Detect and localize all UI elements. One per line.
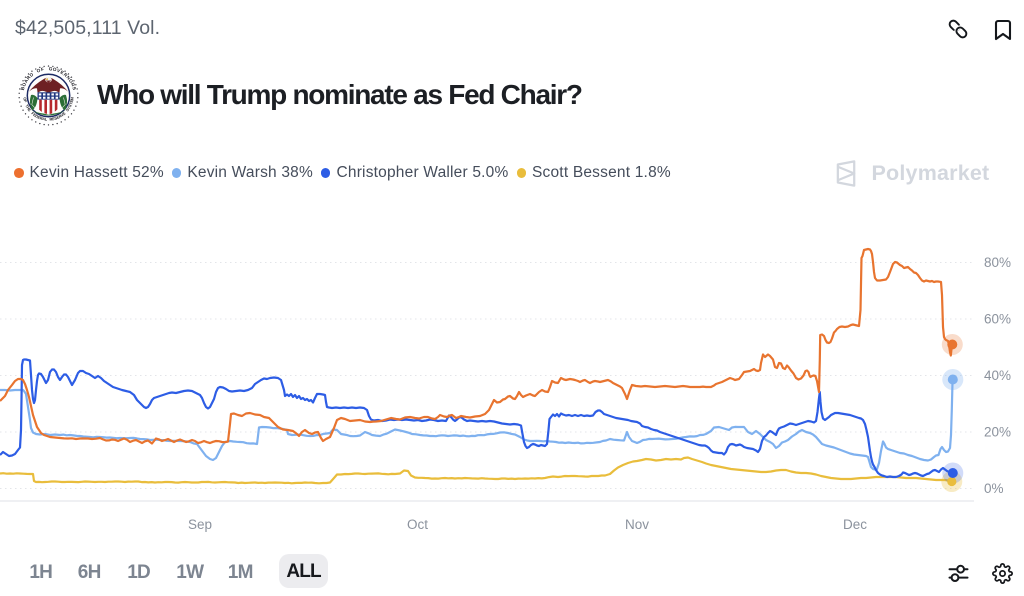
svg-text:V: V	[56, 68, 62, 74]
svg-text:E: E	[69, 99, 75, 103]
svg-text:B: B	[20, 86, 26, 91]
svg-text:H: H	[25, 105, 31, 110]
svg-text:L: L	[45, 116, 48, 121]
svg-text:Oct: Oct	[407, 517, 428, 532]
svg-text:S: S	[54, 115, 58, 121]
svg-text:E: E	[32, 112, 37, 118]
svg-text:N: N	[65, 75, 71, 81]
svg-text:R: R	[49, 116, 52, 121]
svg-text:A: A	[23, 78, 29, 84]
svg-text:S: S	[67, 103, 73, 108]
svg-text:D: D	[34, 113, 39, 119]
svg-text:E: E	[60, 70, 65, 76]
svg-text:20%: 20%	[984, 425, 1011, 440]
svg-text:40%: 40%	[984, 368, 1011, 383]
svg-text:E: E	[52, 116, 56, 122]
svg-text:E: E	[37, 114, 42, 120]
svg-text:T: T	[68, 101, 74, 106]
svg-text:E: E	[61, 110, 67, 116]
svg-text:Y: Y	[66, 105, 72, 110]
svg-text:E: E	[27, 107, 33, 112]
svg-text:O: O	[21, 82, 27, 88]
svg-text:80%: 80%	[984, 255, 1011, 270]
svg-text:Sep: Sep	[188, 517, 212, 532]
svg-text:Dec: Dec	[843, 517, 867, 532]
svg-text:O: O	[68, 78, 74, 84]
svg-text:R: R	[70, 82, 76, 88]
svg-text:F: F	[30, 111, 36, 117]
svg-text:O: O	[22, 97, 27, 101]
svg-text:60%: 60%	[984, 312, 1011, 327]
svg-text:M: M	[69, 97, 74, 101]
svg-text:S: S	[65, 107, 71, 112]
svg-text:F: F	[23, 99, 29, 103]
svg-text:R: R	[39, 115, 43, 121]
svg-text:R: R	[63, 72, 69, 78]
svg-text:O: O	[52, 67, 57, 73]
svg-text:E: E	[56, 114, 61, 120]
svg-text:R: R	[58, 113, 63, 119]
svg-text:D: D	[29, 72, 35, 78]
svg-text:T: T	[24, 104, 30, 109]
svg-text:R: R	[26, 74, 32, 80]
svg-text:S: S	[71, 86, 77, 90]
svg-text:Nov: Nov	[625, 517, 649, 532]
svg-text:A: A	[42, 116, 46, 122]
svg-text:O: O	[36, 68, 42, 74]
svg-text:G: G	[49, 66, 53, 71]
svg-text:0%: 0%	[984, 481, 1004, 496]
svg-text:V: V	[60, 112, 65, 118]
svg-text:F: F	[40, 67, 44, 73]
